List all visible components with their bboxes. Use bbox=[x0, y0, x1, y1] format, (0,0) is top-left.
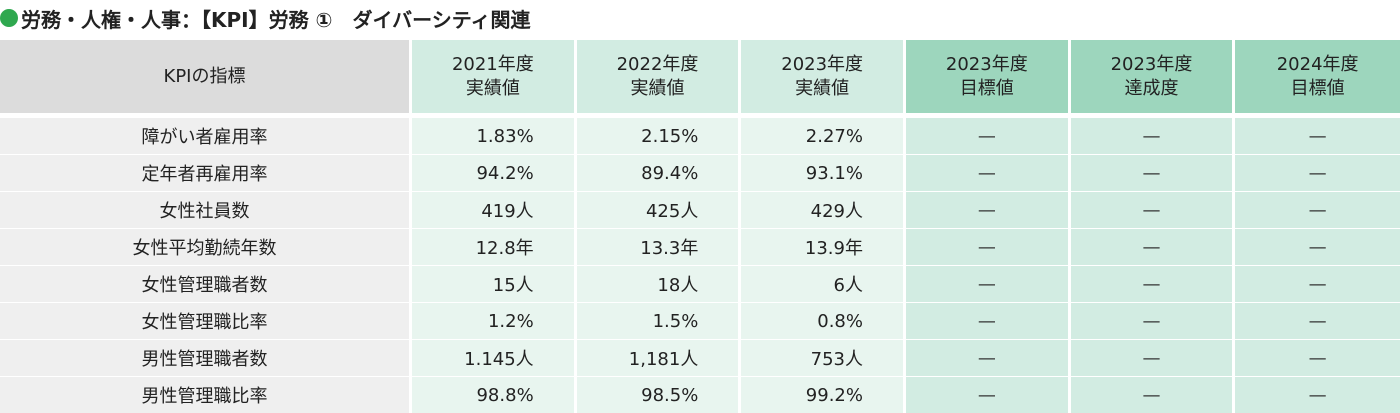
header-kind: 達成度 bbox=[1124, 77, 1179, 99]
cell-2024-target: — bbox=[1235, 376, 1400, 413]
cell-2024-target: — bbox=[1235, 265, 1400, 302]
cell-2021-actual: 98.8% bbox=[412, 376, 577, 413]
header-kpi-label: KPIの指標 bbox=[0, 40, 413, 113]
header-2023-actual: 2023年度 実績値 bbox=[741, 40, 906, 113]
table-row: 女性社員数 419人 425人 429人 — — — bbox=[0, 191, 1400, 228]
cell-2023-target: — bbox=[905, 376, 1071, 413]
cell-2023-actual: 93.1% bbox=[741, 154, 906, 191]
header-year: 2023年度 bbox=[1110, 53, 1193, 75]
cell-2024-target: — bbox=[1235, 113, 1400, 154]
cell-2023-achievement: — bbox=[1070, 113, 1236, 154]
cell-2023-actual: 753人 bbox=[741, 339, 906, 376]
cell-2023-achievement: — bbox=[1070, 302, 1236, 339]
cell-2023-target: — bbox=[905, 113, 1071, 154]
cell-2023-achievement: — bbox=[1070, 376, 1236, 413]
table-row: 男性管理職比率 98.8% 98.5% 99.2% — — — bbox=[0, 376, 1400, 413]
cell-2021-actual: 1.83% bbox=[412, 113, 577, 154]
row-label: 女性管理職者数 bbox=[0, 265, 413, 302]
table-row: 定年者再雇用率 94.2% 89.4% 93.1% — — — bbox=[0, 154, 1400, 191]
cell-2022-actual: 13.3年 bbox=[576, 228, 742, 265]
row-label: 定年者再雇用率 bbox=[0, 154, 413, 191]
cell-2024-target: — bbox=[1235, 339, 1400, 376]
cell-2021-actual: 15人 bbox=[412, 265, 577, 302]
table-header-row: KPIの指標 2021年度 実績値 2022年度 実績値 2023年度 実績値 … bbox=[0, 40, 1400, 113]
row-label: 女性平均勤続年数 bbox=[0, 228, 413, 265]
row-label: 男性管理職比率 bbox=[0, 376, 413, 413]
header-year: 2024年度 bbox=[1276, 53, 1359, 75]
header-2023-target: 2023年度 目標値 bbox=[905, 40, 1071, 113]
table-row: 女性管理職者数 15人 18人 6人 — — — bbox=[0, 265, 1400, 302]
cell-2022-actual: 18人 bbox=[576, 265, 742, 302]
header-kind: 実績値 bbox=[630, 77, 685, 99]
cell-2023-target: — bbox=[905, 228, 1071, 265]
cell-2021-actual: 1.145人 bbox=[412, 339, 577, 376]
header-2024-target: 2024年度 目標値 bbox=[1235, 40, 1400, 113]
header-year: 2023年度 bbox=[945, 53, 1028, 75]
cell-2023-target: — bbox=[905, 302, 1071, 339]
table-row: 女性管理職比率 1.2% 1.5% 0.8% — — — bbox=[0, 302, 1400, 339]
cell-2023-actual: 0.8% bbox=[741, 302, 906, 339]
cell-2023-actual: 2.27% bbox=[741, 113, 906, 154]
cell-2021-actual: 419人 bbox=[412, 191, 577, 228]
cell-2022-actual: 425人 bbox=[576, 191, 742, 228]
cell-2022-actual: 2.15% bbox=[576, 113, 742, 154]
cell-2022-actual: 1,181人 bbox=[576, 339, 742, 376]
row-label: 女性社員数 bbox=[0, 191, 413, 228]
header-2022-actual: 2022年度 実績値 bbox=[576, 40, 742, 113]
header-2023-achievement: 2023年度 達成度 bbox=[1070, 40, 1236, 113]
header-year: 2023年度 bbox=[781, 53, 864, 75]
row-label: 女性管理職比率 bbox=[0, 302, 413, 339]
header-kind: 目標値 bbox=[959, 77, 1014, 99]
cell-2023-actual: 429人 bbox=[741, 191, 906, 228]
bullet-dot-icon bbox=[0, 9, 18, 27]
kpi-table: KPIの指標 2021年度 実績値 2022年度 実績値 2023年度 実績値 … bbox=[0, 40, 1400, 413]
cell-2023-achievement: — bbox=[1070, 339, 1236, 376]
header-year: 2022年度 bbox=[616, 53, 699, 75]
row-label: 男性管理職者数 bbox=[0, 339, 413, 376]
header-year: 2021年度 bbox=[451, 53, 534, 75]
cell-2021-actual: 94.2% bbox=[412, 154, 577, 191]
table-row: 男性管理職者数 1.145人 1,181人 753人 — — — bbox=[0, 339, 1400, 376]
cell-2023-achievement: — bbox=[1070, 191, 1236, 228]
cell-2021-actual: 12.8年 bbox=[412, 228, 577, 265]
header-kind: 目標値 bbox=[1290, 77, 1345, 99]
cell-2023-target: — bbox=[905, 154, 1071, 191]
cell-2023-achievement: — bbox=[1070, 154, 1236, 191]
section-title-text: 労務・人権・人事：【KPI】労務 ① ダイバーシティ関連 bbox=[21, 7, 531, 32]
cell-2023-target: — bbox=[905, 191, 1071, 228]
row-label: 障がい者雇用率 bbox=[0, 113, 413, 154]
cell-2022-actual: 89.4% bbox=[576, 154, 742, 191]
cell-2023-target: — bbox=[905, 265, 1071, 302]
section-title: 労務・人権・人事：【KPI】労務 ① ダイバーシティ関連 bbox=[0, 2, 531, 34]
cell-2024-target: — bbox=[1235, 228, 1400, 265]
cell-2023-actual: 13.9年 bbox=[741, 228, 906, 265]
cell-2022-actual: 98.5% bbox=[576, 376, 742, 413]
table-row: 障がい者雇用率 1.83% 2.15% 2.27% — — — bbox=[0, 113, 1400, 154]
cell-2023-achievement: — bbox=[1070, 265, 1236, 302]
header-kind: 実績値 bbox=[465, 77, 520, 99]
cell-2023-actual: 99.2% bbox=[741, 376, 906, 413]
cell-2021-actual: 1.2% bbox=[412, 302, 577, 339]
cell-2023-actual: 6人 bbox=[741, 265, 906, 302]
cell-2022-actual: 1.5% bbox=[576, 302, 742, 339]
cell-2024-target: — bbox=[1235, 302, 1400, 339]
table-row: 女性平均勤続年数 12.8年 13.3年 13.9年 — — — bbox=[0, 228, 1400, 265]
cell-2024-target: — bbox=[1235, 154, 1400, 191]
cell-2023-achievement: — bbox=[1070, 228, 1236, 265]
cell-2023-target: — bbox=[905, 339, 1071, 376]
header-2021-actual: 2021年度 実績値 bbox=[412, 40, 577, 113]
header-kind: 実績値 bbox=[795, 77, 850, 99]
cell-2024-target: — bbox=[1235, 191, 1400, 228]
